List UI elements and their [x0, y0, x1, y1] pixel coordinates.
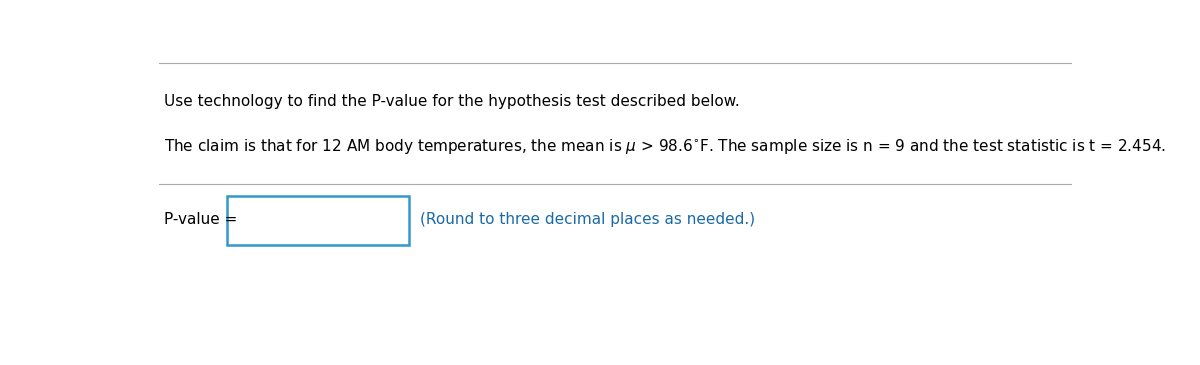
Text: (Round to three decimal places as needed.): (Round to three decimal places as needed… — [420, 212, 755, 227]
Text: The claim is that for 12 AM body temperatures, the mean is $\mu$ > 98.6$^{\circ}: The claim is that for 12 AM body tempera… — [164, 137, 1166, 155]
FancyBboxPatch shape — [227, 196, 408, 245]
Text: Use technology to find the P-value for the hypothesis test described below.: Use technology to find the P-value for t… — [164, 95, 739, 109]
Text: P-value =: P-value = — [164, 212, 238, 227]
